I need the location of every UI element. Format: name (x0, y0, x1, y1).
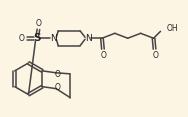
Text: N: N (85, 34, 91, 43)
Text: O: O (101, 51, 107, 60)
Text: S: S (34, 33, 41, 43)
Text: O: O (153, 51, 158, 60)
Text: N: N (50, 34, 57, 43)
Text: O: O (54, 70, 60, 79)
Text: O: O (36, 19, 41, 28)
Text: O: O (54, 83, 60, 92)
Text: OH: OH (166, 24, 178, 33)
Text: O: O (19, 34, 24, 43)
